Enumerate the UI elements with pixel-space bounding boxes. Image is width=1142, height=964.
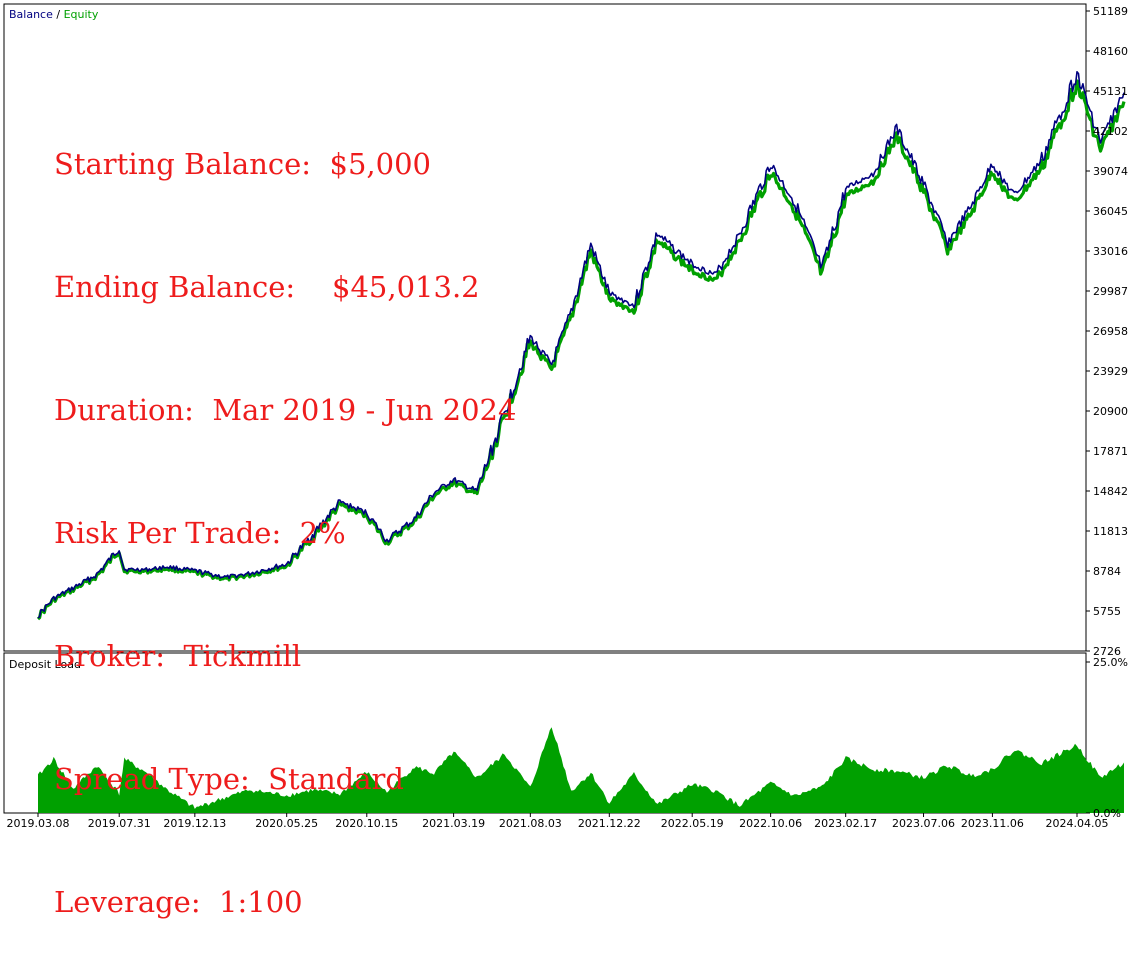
y-tick-label: 14842 [1093,485,1128,498]
y-tick-label: 42102 [1093,125,1128,138]
stat-risk-per-trade: Risk Per Trade: 2% [54,516,346,550]
y-tick-label: 20900 [1093,405,1128,418]
x-tick-label: 2022.10.06 [739,817,802,830]
y-tick-label: 26958 [1093,325,1128,338]
x-tick-label: 2019.07.31 [88,817,151,830]
load-y-tick-label: 0.0% [1093,807,1121,820]
y-tick-label: 29987 [1093,285,1128,298]
x-tick-label: 2019.03.08 [7,817,70,830]
x-tick-label: 2024.04.05 [1046,817,1109,830]
y-tick-label: 36045 [1093,205,1128,218]
legend-equity: Equity [64,8,99,21]
y-tick-label: 48160 [1093,45,1128,58]
y-tick-label: 8784 [1093,565,1121,578]
x-tick-label: 2023.02.17 [814,817,877,830]
balance-series-line [37,71,1125,619]
y-tick-label: 11813 [1093,525,1128,538]
x-tick-label: 2021.12.22 [578,817,641,830]
y-tick-label: 2726 [1093,645,1121,658]
legend-separator: / [53,8,64,21]
x-tick-label: 2020.05.25 [255,817,318,830]
stat-starting-balance: Starting Balance: $5,000 [54,147,431,181]
y-tick-label: 17871 [1093,445,1128,458]
stat-duration: Duration: Mar 2019 - Jun 2024 [54,393,517,427]
main-pane [3,3,1087,652]
x-tick-label: 2020.10.15 [335,817,398,830]
y-tick-label: 51189 [1093,5,1128,18]
deposit-load-title: Deposit Load [9,658,81,671]
y-tick-label: 33016 [1093,245,1128,258]
stat-broker: Broker: Tickmill [54,639,302,673]
x-tick-label: 2022.05.19 [661,817,724,830]
stat-leverage: Leverage: 1:100 [54,885,303,919]
legend: Balance / Equity [9,8,99,21]
load-y-tick-label: 25.0% [1093,656,1128,669]
x-tick-label: 2021.03.19 [422,817,485,830]
deposit-load-area [38,727,1124,813]
x-tick-label: 2021.08.03 [499,817,562,830]
legend-balance: Balance [9,8,53,21]
y-tick-label: 5755 [1093,605,1121,618]
y-tick-label: 39074 [1093,165,1128,178]
x-tick-label: 2023.07.06 [892,817,955,830]
stat-ending-balance: Ending Balance: $45,013.2 [54,270,480,304]
y-tick-label: 45131 [1093,85,1128,98]
x-tick-label: 2023.11.06 [961,817,1024,830]
y-tick-label: 23929 [1093,365,1128,378]
stats-box: Starting Balance: $5,000 Ending Balance:… [54,62,516,964]
stat-spread-type: Spread Type: Standard [54,762,404,796]
x-tick-label: 2019.12.13 [163,817,226,830]
backtest-chart: 51189 48160 45131 42102 39074 36045 33016 29987… [3,3,1128,830]
